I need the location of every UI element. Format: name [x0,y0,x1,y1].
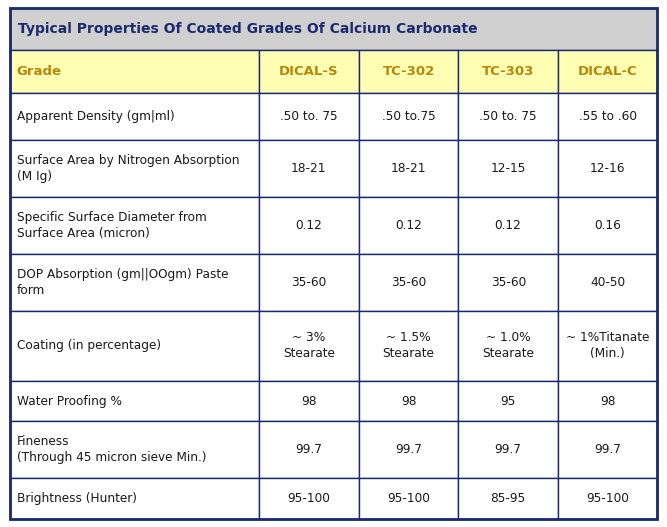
Bar [259,422,359,479]
Bar [10,50,259,93]
Text: 95-100: 95-100 [287,492,330,505]
Bar [558,50,657,93]
Bar [10,8,657,50]
Text: 98: 98 [401,395,416,407]
Text: 99.7: 99.7 [395,443,422,456]
Text: 99.7: 99.7 [295,443,322,456]
Bar [359,93,458,140]
Bar [10,380,259,422]
Text: Coating (in percentage): Coating (in percentage) [17,339,161,353]
Text: 99.7: 99.7 [495,443,522,456]
Bar [359,197,458,254]
Text: Water Proofing %: Water Proofing % [17,395,121,407]
Text: Grade: Grade [17,65,61,78]
Text: 95-100: 95-100 [586,492,629,505]
Bar [458,422,558,479]
Bar [10,197,259,254]
Text: .50 to.75: .50 to.75 [382,110,436,123]
Text: DICAL-S: DICAL-S [279,65,339,78]
Text: 95: 95 [500,395,516,407]
Bar [259,197,359,254]
Text: 0.12: 0.12 [395,219,422,232]
Bar [10,93,259,140]
Bar [558,197,657,254]
Text: ~ 1.0%
Stearate: ~ 1.0% Stearate [482,331,534,360]
Bar [359,479,458,519]
Text: 0.16: 0.16 [594,219,621,232]
Bar [259,380,359,422]
Bar [10,311,259,380]
Text: Typical Properties Of Coated Grades Of Calcium Carbonate: Typical Properties Of Coated Grades Of C… [18,22,478,36]
Text: Brightness (Hunter): Brightness (Hunter) [17,492,137,505]
Text: 35-60: 35-60 [490,276,526,289]
Bar [359,50,458,93]
Text: Surface Area by Nitrogen Absorption
(M Ig): Surface Area by Nitrogen Absorption (M I… [17,154,239,183]
Bar [359,140,458,197]
Text: 12-16: 12-16 [590,162,625,175]
Text: DOP Absorption (gm||OOgm) Paste
form: DOP Absorption (gm||OOgm) Paste form [17,268,228,297]
Bar [558,254,657,311]
Bar [558,93,657,140]
Bar [259,254,359,311]
Bar [10,140,259,197]
Bar [359,380,458,422]
Text: TC-302: TC-302 [382,65,435,78]
Text: .50 to. 75: .50 to. 75 [280,110,338,123]
Text: TC-303: TC-303 [482,65,534,78]
Bar [458,479,558,519]
Text: 98: 98 [600,395,615,407]
Text: ~ 1%Titanate
(Min.): ~ 1%Titanate (Min.) [566,331,649,360]
Bar [10,422,259,479]
Text: 85-95: 85-95 [490,492,526,505]
Bar [558,311,657,380]
Bar [458,380,558,422]
Text: Apparent Density (gm|ml): Apparent Density (gm|ml) [17,110,175,123]
Text: 98: 98 [301,395,317,407]
Bar [10,254,259,311]
Text: 0.12: 0.12 [295,219,322,232]
Bar [558,422,657,479]
Text: Specific Surface Diameter from
Surface Area (micron): Specific Surface Diameter from Surface A… [17,211,206,240]
Bar [458,140,558,197]
Text: 18-21: 18-21 [391,162,426,175]
Bar [10,479,259,519]
Text: 40-50: 40-50 [590,276,625,289]
Text: .55 to .60: .55 to .60 [578,110,636,123]
Bar [259,479,359,519]
Bar [458,254,558,311]
Bar [259,140,359,197]
Text: 18-21: 18-21 [291,162,327,175]
Bar [458,311,558,380]
Text: ~ 3%
Stearate: ~ 3% Stearate [283,331,335,360]
Text: 35-60: 35-60 [291,276,327,289]
Bar [558,140,657,197]
Bar [558,479,657,519]
Text: 99.7: 99.7 [594,443,621,456]
Text: DICAL-C: DICAL-C [578,65,637,78]
Text: 95-100: 95-100 [387,492,430,505]
Bar [259,50,359,93]
Bar [359,311,458,380]
Text: Fineness
(Through 45 micron sieve Min.): Fineness (Through 45 micron sieve Min.) [17,435,206,464]
Text: ~ 1.5%
Stearate: ~ 1.5% Stearate [383,331,434,360]
Text: 35-60: 35-60 [391,276,426,289]
Bar [259,93,359,140]
Bar [458,197,558,254]
Text: 12-15: 12-15 [490,162,526,175]
Text: 0.12: 0.12 [495,219,522,232]
Bar [458,50,558,93]
Bar [458,93,558,140]
Bar [359,422,458,479]
Bar [359,254,458,311]
Bar [259,311,359,380]
Text: .50 to. 75: .50 to. 75 [480,110,537,123]
Bar [558,380,657,422]
